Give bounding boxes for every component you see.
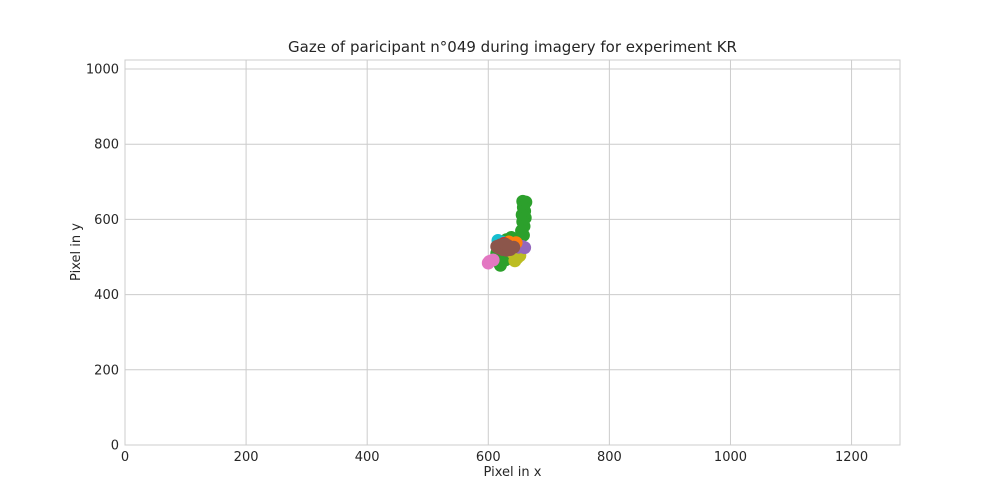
y-tick-label: 400 (94, 288, 119, 303)
grid-lines (125, 60, 900, 445)
gaze-series (490, 237, 521, 257)
plot-frame (124, 59, 901, 446)
gaze-point (502, 241, 516, 255)
y-tick-label: 600 (94, 213, 119, 228)
x-tick-label: 1000 (714, 450, 747, 465)
y-tick-label: 800 (94, 138, 119, 153)
gaze-point (481, 256, 495, 270)
x-tick-label: 200 (234, 450, 259, 465)
x-tick-label: 0 (121, 450, 129, 465)
y-axis-label: Pixel in y (69, 223, 84, 281)
x-tick-label: 800 (597, 450, 622, 465)
x-tick-label: 1200 (835, 450, 868, 465)
gaze-series (481, 253, 500, 270)
y-tick-label: 1000 (86, 63, 119, 78)
y-tick-label: 200 (94, 363, 119, 378)
y-tick-label: 0 (111, 439, 119, 454)
x-tick-label: 400 (355, 450, 380, 465)
y-tick-labels: 0 200 400 600 800 1000 (86, 63, 119, 454)
x-tick-labels: 0 200 400 600 800 1000 1200 (121, 450, 868, 465)
x-tick-label: 600 (476, 450, 501, 465)
gaze-points (481, 194, 533, 272)
chart-title: Gaze of paricipant n°049 during imagery … (288, 38, 737, 56)
x-axis-label: Pixel in x (484, 465, 542, 480)
